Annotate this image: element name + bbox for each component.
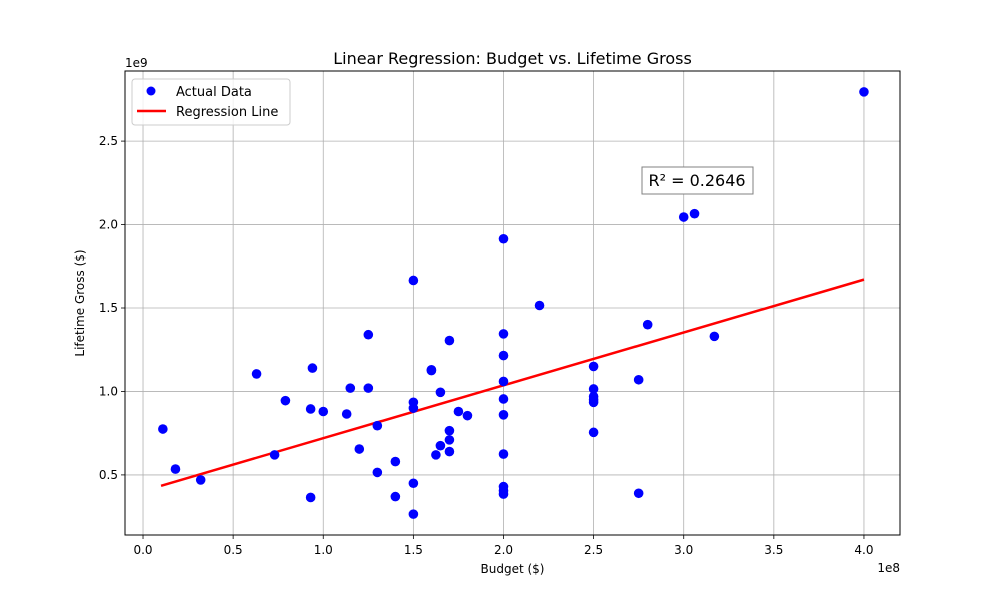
data-point: [318, 406, 329, 417]
data-point: [678, 212, 689, 222]
data-point: [859, 87, 869, 97]
data-point: [408, 478, 419, 489]
data-point: [435, 440, 446, 451]
y-axis-label: Lifetime Gross ($): [73, 249, 87, 356]
data-point: [170, 464, 181, 474]
y-axis-ticks: 0.5 1.0 1.5 2.0 2.5: [99, 134, 125, 482]
legend-label-regression-line: Regression Line: [176, 105, 278, 120]
data-point: [408, 509, 419, 519]
data-point: [354, 444, 365, 454]
regression-line-group: [160, 278, 865, 487]
data-point: [431, 450, 441, 460]
data-point: [269, 450, 280, 460]
plot-frame: [124, 70, 901, 536]
chart-title: Linear Regression: Budget vs. Lifetime G…: [333, 49, 692, 68]
data-point: [498, 350, 509, 361]
data-point: [280, 395, 291, 406]
data-point: [363, 329, 374, 340]
data-point: [534, 300, 545, 311]
data-point: [372, 467, 383, 478]
data-point: [498, 376, 509, 387]
x-axis-ticks: 0.0 0.5 1.0 1.5 2.0 2.5 3.0 3.5 4.0: [133, 535, 874, 557]
legend-box: [131, 78, 291, 126]
data-point: [408, 403, 419, 413]
r-squared-annotation: R² = 0.2646: [641, 166, 754, 195]
scatter-points: [158, 87, 869, 519]
data-point: [498, 329, 509, 339]
data-point: [689, 208, 700, 219]
data-point: [709, 331, 720, 342]
data-point: [345, 383, 356, 393]
data-point: [498, 394, 509, 404]
legend-marker-actual-data: [146, 86, 156, 96]
annotation-text: R² = 0.2646: [648, 171, 745, 190]
data-point: [158, 424, 168, 434]
legend: Actual Data Regression Line: [131, 78, 291, 126]
data-point: [435, 387, 446, 398]
y-tick-label: 2.5: [99, 134, 118, 148]
data-point: [588, 397, 599, 408]
annotation-box: [641, 166, 754, 195]
x-tick-label: 1.0: [314, 543, 333, 557]
data-point: [426, 364, 437, 375]
x-tick-label: 3.0: [674, 543, 693, 557]
data-point: [642, 319, 653, 330]
data-point: [588, 384, 599, 394]
data-point: [363, 383, 374, 393]
data-point: [498, 410, 509, 420]
x-tick-label: 2.5: [584, 543, 603, 557]
data-point: [372, 420, 383, 431]
x-tick-label: 0.0: [133, 543, 152, 557]
data-point: [195, 475, 206, 485]
data-point: [588, 427, 599, 438]
regression-line: [160, 278, 865, 487]
grid-lines: [125, 71, 900, 535]
data-point: [444, 435, 455, 445]
data-point: [633, 488, 644, 499]
x-tick-label: 4.0: [854, 543, 873, 557]
x-tick-label: 2.0: [494, 543, 513, 557]
x-tick-label: 1.5: [404, 543, 423, 557]
data-point: [390, 491, 401, 502]
data-point: [498, 233, 509, 244]
data-point: [444, 446, 455, 457]
x-tick-label: 3.5: [764, 543, 783, 557]
data-point: [453, 406, 464, 417]
data-point: [390, 456, 401, 467]
x-axis-multiplier: 1e8: [877, 561, 900, 575]
x-axis-label: Budget ($): [481, 562, 545, 576]
data-point: [633, 374, 644, 385]
y-tick-label: 1.0: [99, 384, 118, 398]
y-tick-label: 0.5: [99, 468, 118, 482]
x-tick-label: 0.5: [224, 543, 243, 557]
data-point: [251, 369, 262, 379]
data-point: [341, 409, 352, 419]
data-point: [498, 489, 509, 499]
data-point: [305, 492, 316, 503]
data-point: [444, 335, 455, 346]
data-point: [408, 275, 419, 286]
data-point: [305, 404, 316, 414]
data-point: [462, 410, 473, 421]
y-axis-multiplier: 1e9: [125, 56, 148, 70]
y-tick-label: 2.0: [99, 218, 118, 232]
data-point: [444, 425, 455, 436]
data-point: [307, 363, 318, 373]
data-point: [588, 361, 599, 372]
data-point: [498, 449, 509, 459]
y-tick-label: 1.5: [99, 301, 118, 315]
legend-label-actual-data: Actual Data: [176, 85, 252, 100]
